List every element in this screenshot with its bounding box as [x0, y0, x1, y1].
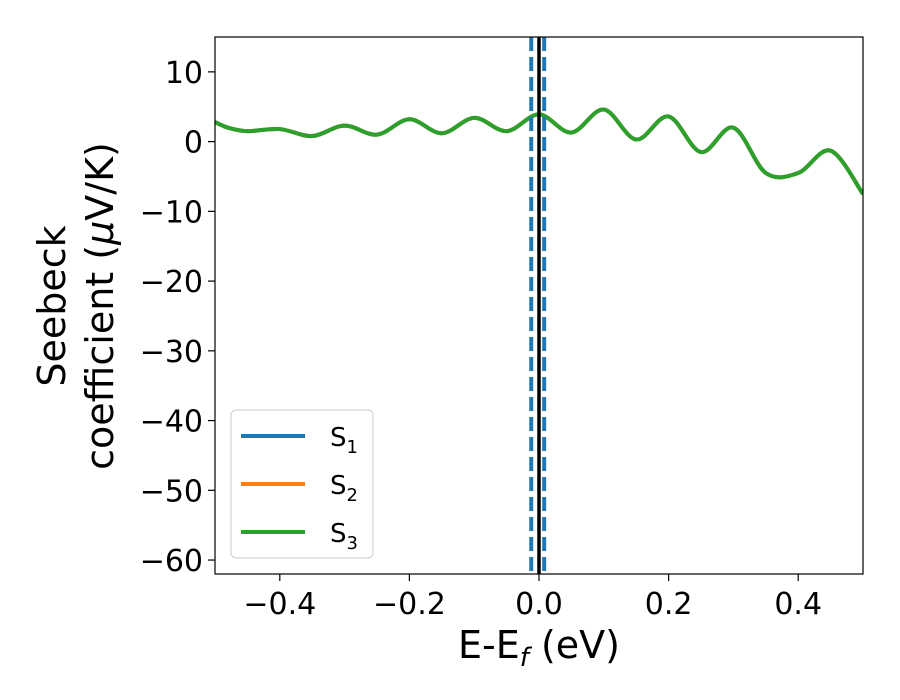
- vline-layer: [529, 37, 547, 574]
- x-axis-title-unit: (eV): [529, 623, 620, 667]
- x-tick-label: 0.0: [515, 587, 563, 622]
- series-line-3: [215, 107, 863, 196]
- x-tick-label: 0.2: [645, 587, 693, 622]
- data-layer: [215, 107, 863, 196]
- legend-items: S1 S2 S3: [241, 423, 358, 554]
- y-axis-title-line2-main: coefficient (: [78, 245, 122, 470]
- y-tick-label: −20: [140, 265, 203, 300]
- y-axis: 10 0 −10 −20 −30 −40 −50 −60: [140, 56, 215, 579]
- x-axis-title-main: E-E: [458, 623, 520, 667]
- legend: S1 S2 S3: [230, 409, 374, 559]
- y-tick-label: 0: [184, 126, 203, 161]
- y-tick-label: −10: [140, 195, 203, 230]
- legend-label-1: S1: [330, 423, 358, 458]
- y-axis-title-mu: μ: [78, 221, 122, 246]
- x-tick-label: −0.4: [243, 587, 316, 622]
- x-axis-title: E-Ef (eV): [458, 623, 620, 673]
- x-tick-label: 0.4: [774, 587, 822, 622]
- y-tick-label: −40: [140, 405, 203, 440]
- legend-label-3: S3: [330, 519, 358, 554]
- y-tick-label: 10: [165, 56, 203, 91]
- x-axis: −0.4 −0.2 0.0 0.2 0.4: [243, 574, 822, 622]
- y-axis-title-unit: V/K): [78, 142, 122, 221]
- x-tick-label: −0.2: [373, 587, 446, 622]
- y-tick-label: −50: [140, 474, 203, 509]
- y-tick-label: −60: [140, 544, 203, 579]
- y-axis-title-line2: coefficient (μV/K): [78, 142, 122, 470]
- legend-label-2: S2: [330, 471, 358, 506]
- y-tick-label: −30: [140, 335, 203, 370]
- y-axis-title-line1: Seebeck: [30, 225, 74, 386]
